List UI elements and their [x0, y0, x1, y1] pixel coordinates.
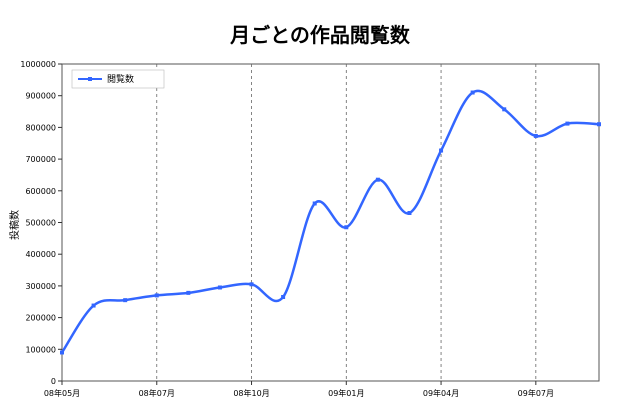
x-tick-label: 09年01月 — [328, 388, 364, 398]
data-point — [123, 298, 128, 303]
data-point — [186, 290, 191, 295]
data-point — [407, 210, 412, 215]
y-axis-label: 投稿数 — [8, 210, 21, 240]
x-tick-label: 08年05月 — [44, 388, 80, 398]
data-point — [91, 303, 96, 308]
legend-box — [71, 69, 165, 89]
data-point — [502, 107, 507, 112]
data-point — [375, 177, 380, 182]
legend-marker — [88, 77, 92, 81]
x-tick-label: 09年07月 — [518, 388, 554, 398]
data-point — [249, 282, 254, 287]
data-point — [344, 225, 349, 230]
data-point — [60, 350, 64, 355]
chart-title: 月ごとの作品閲覧数 — [229, 23, 411, 47]
data-point — [217, 285, 222, 290]
y-tick-label: 700000 — [25, 155, 56, 164]
y-tick-label: 900000 — [25, 92, 56, 101]
data-point — [470, 90, 475, 95]
y-tick-label: 400000 — [25, 250, 56, 259]
data-point — [439, 148, 444, 153]
axes: 08年05月 08年07月 08年10月 09年01月 09年04月 09年07月 0 100… — [20, 60, 554, 398]
y-tick-label: 800000 — [25, 123, 56, 132]
data-point — [154, 293, 159, 298]
data-point — [597, 122, 601, 127]
legend: 閲覧数 — [71, 69, 165, 89]
series — [60, 89, 601, 355]
data-point — [281, 294, 286, 299]
data-point — [312, 201, 317, 206]
y-tick-label: 500000 — [25, 219, 56, 228]
y-tick-label: 1000000 — [20, 60, 56, 69]
grid — [156, 64, 537, 381]
plot-area — [61, 63, 600, 382]
x-tick-label: 08年10月 — [233, 388, 269, 398]
y-tick-label: 600000 — [25, 187, 56, 196]
data-point — [565, 121, 570, 126]
y-tick-label: 0 — [51, 377, 56, 386]
data-point — [533, 133, 538, 138]
y-tick-label: 100000 — [25, 345, 56, 354]
legend-label: 閲覧数 — [107, 73, 134, 85]
y-tick-label: 200000 — [25, 314, 56, 323]
y-tick-label: 300000 — [25, 282, 56, 291]
x-tick-label: 08年07月 — [139, 388, 175, 398]
x-tick-label: 09年04月 — [423, 388, 459, 398]
